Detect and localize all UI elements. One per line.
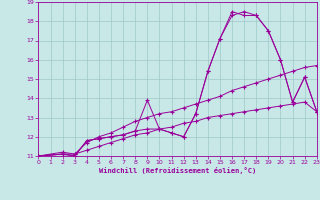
X-axis label: Windchill (Refroidissement éolien,°C): Windchill (Refroidissement éolien,°C) xyxy=(99,167,256,174)
